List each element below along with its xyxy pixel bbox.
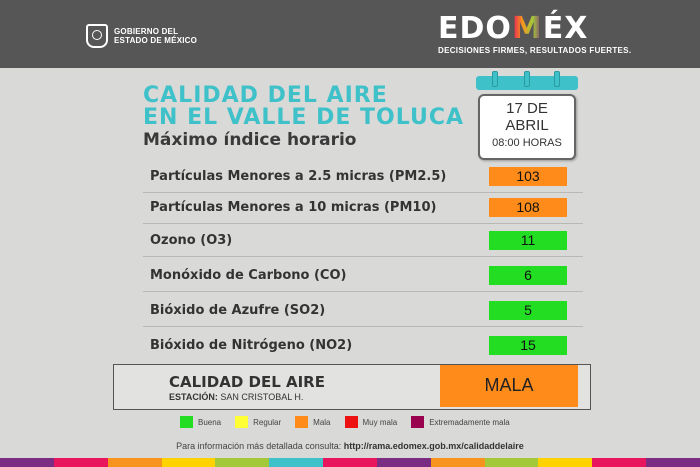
stripe-segment [161, 458, 216, 467]
summary-box: CALIDAD DEL AIRE ESTACIÓN: SAN CRISTOBAL… [113, 364, 591, 410]
pollutant-value: 108 [489, 198, 567, 217]
footer-text: Para información más detallada consulta: [176, 441, 342, 451]
color-stripe [0, 458, 700, 467]
station-label: ESTACIÓN: [169, 392, 218, 402]
legend-label: Regular [253, 417, 282, 427]
pollutant-label: Ozono (O3) [150, 233, 233, 248]
stripe-segment [0, 458, 54, 467]
pollutant-value: 15 [489, 336, 567, 355]
calendar-ring-icon [492, 71, 498, 87]
pollutant-label: Bióxido de Nitrógeno (NO2) [150, 338, 353, 353]
gov-line-2: ESTADO DE MÉXICO [114, 36, 198, 45]
calendar-widget: 17 DE ABRIL 08:00 HORAS [476, 71, 578, 160]
edomex-logo: EDOMÉX [438, 14, 588, 44]
legend-swatch [235, 416, 249, 428]
title-line-2: EN EL VALLE DE TOLUCA [143, 105, 465, 130]
pollutant-label: Bióxido de Azufre (SO2) [150, 303, 326, 318]
legend-item: Regular [235, 416, 281, 428]
stripe-segment [323, 458, 377, 467]
legend-swatch [344, 416, 358, 428]
stripe-segment [430, 458, 485, 467]
legend-label: Extremadamente mala [429, 417, 510, 427]
legend-swatch [180, 416, 193, 428]
government-logo: GOBIERNO DEL ESTADO DE MÉXICO [86, 24, 197, 48]
pollutant-value: 6 [489, 266, 567, 285]
stripe-segment [53, 458, 108, 467]
stripe-segment [376, 458, 431, 467]
brand-suffix: ÉX [542, 11, 589, 46]
calendar-month: ABRIL [505, 117, 549, 134]
seal-icon [86, 24, 108, 48]
stripe-segment [538, 458, 593, 467]
pollutant-value: 5 [489, 301, 567, 320]
stripe-segment [107, 458, 162, 467]
stripe-segment [269, 458, 324, 467]
title-line-1: CALIDAD DEL AIRE [143, 83, 388, 108]
legend-swatch [411, 416, 425, 428]
footer-info: Para información más detallada consulta:… [0, 441, 700, 451]
subtitle: Máximo índice horario [143, 130, 357, 150]
legend-label: Muy mala [362, 417, 398, 427]
stripe-segment [215, 458, 270, 467]
stripe-segment [646, 458, 700, 467]
header-bar: GOBIERNO DEL ESTADO DE MÉXICO EDOMÉX DEC… [0, 0, 700, 68]
pollutant-value: 11 [489, 231, 567, 250]
legend-label: Mala [313, 417, 331, 427]
pollutant-row: Partículas Menores a 2.5 micras (PM2.5) … [143, 162, 583, 193]
calendar-ring-icon [554, 71, 560, 87]
pollutant-row: Ozono (O3) 11 [143, 226, 583, 257]
legend-item: Buena [180, 416, 221, 428]
legend-swatch [295, 416, 309, 428]
legend-item: Extremadamente mala [411, 416, 510, 428]
legend: Buena Regular Mala Muy mala Extremadamen… [180, 416, 524, 428]
brand-m: M [511, 11, 543, 46]
footer-link[interactable]: http://rama.edomex.gob.mx/calidaddelaire [343, 441, 524, 451]
pollutant-row: Monóxido de Carbono (CO) 6 [143, 261, 583, 292]
legend-label: Buena [198, 417, 222, 427]
pollutant-label: Partículas Menores a 2.5 micras (PM2.5) [150, 169, 447, 184]
legend-item: Mala [295, 416, 331, 428]
pollutant-row: Bióxido de Azufre (SO2) 5 [143, 296, 583, 327]
pollutant-label: Monóxido de Carbono (CO) [150, 268, 347, 283]
pollutant-value: 103 [489, 167, 567, 186]
station-name: SAN CRISTOBAL H. [220, 392, 304, 402]
slogan: DECISIONES FIRMES, RESULTADOS FUERTES. [438, 46, 632, 55]
brand-prefix: EDO [438, 11, 512, 46]
calendar-page: 17 DE ABRIL 08:00 HORAS [478, 94, 576, 160]
pollutant-row: Partículas Menores a 10 micras (PM10) 10… [143, 193, 583, 224]
gov-line-1: GOBIERNO DEL [114, 27, 179, 36]
legend-item: Muy mala [344, 416, 398, 428]
calendar-ring-icon [524, 71, 530, 87]
summary-value: MALA [440, 365, 578, 407]
summary-station: ESTACIÓN: SAN CRISTOBAL H. [169, 392, 303, 402]
summary-title: CALIDAD DEL AIRE [169, 373, 325, 391]
calendar-hour: 08:00 HORAS [492, 137, 562, 149]
stripe-segment [592, 458, 647, 467]
pollutant-row: Bióxido de Nitrógeno (NO2) 15 [143, 331, 583, 361]
stripe-segment [484, 458, 539, 467]
calendar-day: 17 DE [506, 100, 548, 117]
pollutant-label: Partículas Menores a 10 micras (PM10) [150, 200, 437, 215]
